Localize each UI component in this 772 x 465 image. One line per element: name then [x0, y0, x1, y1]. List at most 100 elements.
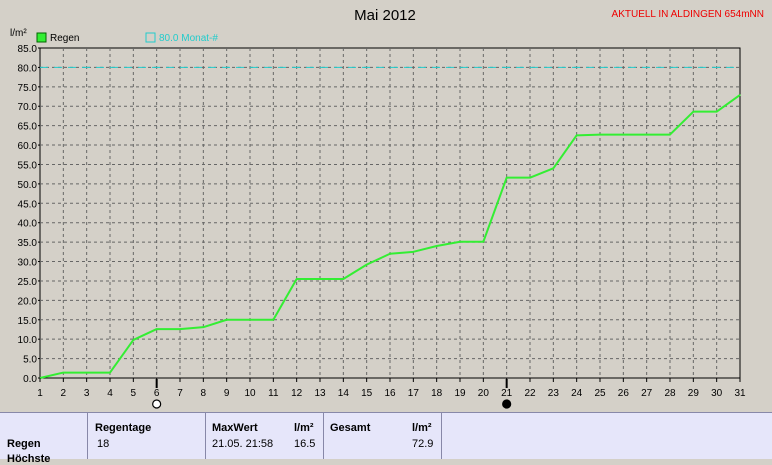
rain-data-point	[156, 328, 158, 330]
y-tick-labels: 0.0 5.0 10.0 15.0 20.0 25.0 30.0 35.0 40.0 45.0 50…	[18, 44, 40, 385]
legend-label-monthly: 80.0 Monat-#	[159, 33, 218, 44]
maxwert-date: 21.05. 21:58	[212, 438, 274, 450]
x-tick-label: 7	[177, 388, 183, 399]
rain-data-point	[739, 94, 741, 96]
rain-data-point	[599, 133, 601, 136]
series-layer	[39, 94, 741, 379]
x-tick-label: 21	[501, 388, 513, 399]
regentage-header: Regentage	[95, 422, 152, 434]
x-tick-label: 3	[84, 388, 90, 399]
x-tick-labels: 1 2 3 4 5 6 7 8 9 10 11 12 13 14 15 16 17 18 19 20 21 22 23 24 2…	[37, 378, 746, 399]
rain-data-point	[669, 133, 671, 136]
rain-data-point	[552, 167, 554, 169]
gesamt-unit: l/m²	[412, 422, 432, 434]
rain-data-point	[319, 278, 321, 280]
rain-data-point	[109, 371, 111, 374]
rain-data-point	[62, 371, 64, 374]
footer-gesamt-cell: Gesamt l/m² 72.9	[324, 413, 442, 459]
x-tick-label: 15	[361, 388, 373, 399]
moon-markers	[152, 379, 512, 409]
new-moon-icon	[502, 399, 512, 409]
y-tick-label: 45.0	[18, 199, 38, 210]
x-tick-label: 2	[61, 388, 67, 399]
rain-data-point	[716, 111, 718, 113]
legend-swatch-monthly	[145, 32, 156, 43]
y-tick-label: 20.0	[18, 296, 38, 307]
y-tick-label: 60.0	[18, 141, 38, 152]
rain-data-point	[179, 328, 181, 330]
x-tick-label: 17	[408, 388, 420, 399]
x-tick-label: 20	[478, 388, 490, 399]
y-tick-label: 15.0	[18, 316, 38, 327]
x-tick-label: 25	[594, 388, 606, 399]
rain-data-point	[249, 319, 251, 321]
rain-data-point	[202, 326, 204, 328]
x-tick-label: 29	[688, 388, 700, 399]
rain-data-point	[482, 241, 484, 243]
rain-data-point	[576, 134, 578, 136]
rain-data-point	[389, 253, 391, 255]
rain-data-point	[296, 278, 298, 280]
y-tick-label: 10.0	[18, 335, 38, 346]
rain-data-point	[622, 133, 624, 136]
full-moon-icon	[152, 399, 162, 409]
y-tick-label: 5.0	[23, 355, 37, 366]
gesamt-value: 72.9	[412, 438, 434, 450]
rain-data-point	[436, 245, 438, 247]
statistics-footer: Regen Höchste Regentage 18 MaxWert l/m² …	[0, 412, 772, 465]
x-tick-label: 27	[641, 388, 653, 399]
x-tick-label: 8	[201, 388, 207, 399]
x-tick-label: 5	[131, 388, 137, 399]
rain-data-point	[342, 278, 344, 280]
rain-data-point	[412, 251, 414, 253]
x-tick-label: 14	[338, 388, 350, 399]
rain-data-point	[86, 371, 88, 374]
x-tick-label: 19	[454, 388, 466, 399]
x-tick-label: 22	[524, 388, 536, 399]
x-tick-label: 26	[618, 388, 630, 399]
x-tick-label: 10	[244, 388, 256, 399]
x-tick-label: 24	[571, 388, 583, 399]
rain-data-point	[692, 111, 694, 113]
x-tick-label: 1	[37, 388, 43, 399]
x-tick-label: 16	[384, 388, 396, 399]
station-label: AKTUELL IN ALDINGEN 654mNN	[612, 9, 764, 20]
rain-data-point	[226, 319, 228, 321]
y-tick-label: 75.0	[18, 83, 38, 94]
footer-row-label: Regen	[7, 438, 41, 450]
footer-regentage-cell: Regentage 18	[88, 413, 206, 459]
maxwert-unit: l/m²	[294, 422, 314, 434]
legend-swatch-regen	[36, 32, 47, 43]
rain-data-point	[529, 177, 531, 179]
x-tick-label: 28	[664, 388, 676, 399]
footer-row-label2: Höchste	[7, 453, 51, 465]
y-tick-label: 55.0	[18, 160, 38, 171]
y-tick-label: 80.0	[18, 63, 38, 74]
x-tick-label: 13	[314, 388, 326, 399]
rain-chart: Mai 2012 AKTUELL IN ALDINGEN 654mNN l/m²…	[10, 7, 764, 409]
x-tick-label: 6	[154, 388, 160, 399]
regentage-value: 18	[97, 438, 110, 450]
y-axis-label: l/m²	[10, 28, 27, 39]
rain-data-point	[272, 319, 274, 321]
x-tick-label: 18	[431, 388, 443, 399]
footer-label-cell: Regen Höchste	[0, 413, 88, 465]
x-tick-label: 11	[268, 388, 279, 399]
y-tick-label: 70.0	[18, 102, 38, 113]
y-tick-label: 65.0	[18, 122, 38, 133]
x-tick-label: 30	[711, 388, 723, 399]
x-tick-label: 31	[734, 388, 746, 399]
y-tick-label: 85.0	[18, 44, 38, 55]
legend-label-regen: Regen	[50, 33, 79, 44]
x-tick-label: 9	[224, 388, 230, 399]
legend: Regen 80.0 Monat-#	[36, 32, 218, 44]
x-tick-label: 12	[291, 388, 303, 399]
y-tick-label: 50.0	[18, 180, 38, 191]
chart-area: Mai 2012 AKTUELL IN ALDINGEN 654mNN l/m²…	[10, 7, 764, 409]
rain-data-point	[506, 177, 508, 179]
chart-title: Mai 2012	[354, 7, 416, 24]
grid	[40, 48, 740, 378]
maxwert-value: 16.5	[294, 438, 316, 450]
rain-data-point	[366, 264, 368, 266]
y-tick-label: 35.0	[18, 238, 38, 249]
